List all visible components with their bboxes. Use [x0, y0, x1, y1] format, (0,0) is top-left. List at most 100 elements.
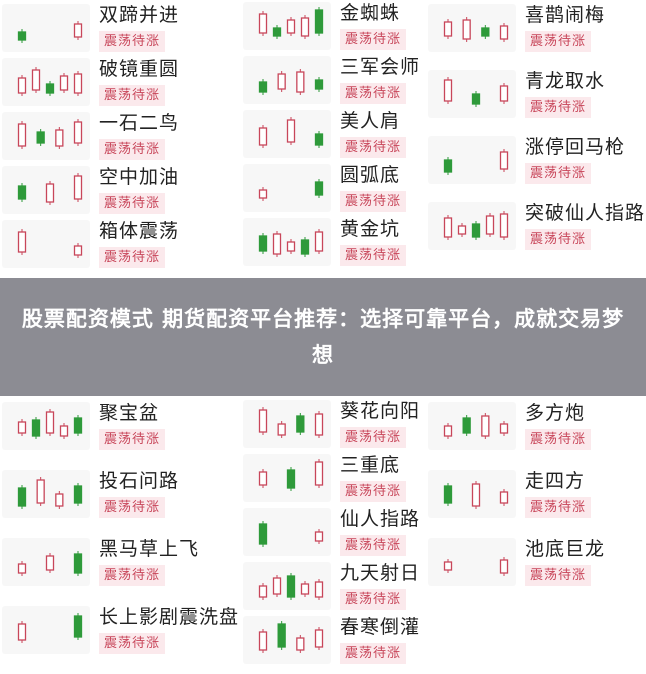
pattern-title: 投石问路 [99, 470, 180, 492]
candle-body [17, 185, 27, 200]
pattern-item[interactable]: 春寒倒灌 震荡待涨 [243, 616, 453, 666]
headline-banner[interactable]: 股票配资模式 期货配资平台推荐：选择可靠平台，成就交易梦想 [0, 278, 646, 396]
pattern-item[interactable]: 长上影剧震洗盘 震荡待涨 [2, 606, 238, 656]
pattern-item[interactable]: 池底巨龙 震荡待涨 [428, 538, 638, 588]
pattern-item[interactable]: 三军会师 震荡待涨 [243, 56, 453, 106]
pattern-item[interactable]: 突破仙人指路 震荡待涨 [428, 202, 644, 252]
candle-body [55, 129, 64, 147]
candle-body [499, 151, 509, 170]
pattern-item[interactable]: 九天射日 震荡待涨 [243, 562, 453, 612]
candle-body [443, 21, 453, 37]
candle-body [300, 17, 310, 37]
status-badge: 震荡待涨 [99, 497, 166, 518]
pattern-item[interactable]: 喜鹊闹梅 震荡待涨 [428, 4, 638, 54]
candle-body [59, 425, 69, 437]
candlestick-pattern-icon [2, 606, 90, 654]
candlestick-pattern-icon [2, 402, 90, 450]
pattern-title: 涨停回马枪 [525, 136, 626, 158]
pattern-item[interactable]: 三重底 震荡待涨 [243, 454, 453, 504]
pattern-item[interactable]: 圆弧底 震荡待涨 [243, 164, 453, 214]
status-badge: 震荡待涨 [99, 31, 166, 52]
pattern-item[interactable]: 黑马草上飞 震荡待涨 [2, 538, 212, 588]
pattern-title: 金蜘蛛 [340, 2, 401, 24]
pattern-item[interactable]: 葵花向阳 震荡待涨 [243, 400, 453, 450]
candlestick-pattern-icon [243, 2, 331, 50]
candle-body [31, 419, 41, 437]
pattern-item[interactable]: 金蜘蛛 震荡待涨 [243, 2, 453, 52]
candle-body [481, 27, 490, 37]
pattern-title: 空中加油 [99, 166, 180, 188]
candle-body [277, 423, 286, 436]
status-badge: 震荡待涨 [99, 85, 166, 106]
candlestick-pattern-icon [243, 110, 331, 158]
pattern-title: 多方炮 [525, 402, 586, 424]
headline-text: 股票配资模式 期货配资平台推荐：选择可靠平台，成就交易梦想 [21, 307, 625, 367]
candle-body [277, 623, 286, 648]
status-badge: 震荡待涨 [340, 137, 407, 158]
pattern-item[interactable]: 涨停回马枪 震荡待涨 [428, 136, 638, 186]
candle-body [314, 79, 324, 90]
candlestick-pattern-icon [243, 508, 331, 556]
candle-body [457, 225, 467, 235]
candle-body [443, 485, 453, 504]
candle-body [17, 563, 27, 574]
status-badge: 震荡待涨 [340, 535, 407, 556]
pattern-item[interactable]: 箱体震荡 震荡待涨 [2, 220, 212, 270]
pattern-title: 长上影剧震洗盘 [99, 606, 240, 628]
candle-body [258, 235, 268, 252]
status-badge: 震荡待涨 [525, 565, 592, 586]
pattern-item[interactable]: 仙人指路 震荡待涨 [243, 508, 453, 558]
candle-body [499, 85, 509, 102]
candle-body [36, 479, 45, 504]
candle-body [55, 493, 64, 507]
pattern-title: 池底巨龙 [525, 538, 606, 560]
status-badge: 震荡待涨 [340, 481, 407, 502]
candle-body [258, 585, 268, 598]
pattern-item[interactable]: 聚宝盆 震荡待涨 [2, 402, 212, 452]
pattern-title: 一石二鸟 [99, 112, 180, 134]
candle-body [17, 421, 27, 434]
candle-body [499, 491, 509, 504]
pattern-item[interactable]: 破镜重圆 震荡待涨 [2, 58, 212, 108]
status-badge: 震荡待涨 [99, 247, 166, 268]
pattern-item[interactable]: 走四方 震荡待涨 [428, 470, 638, 520]
candle-body [471, 223, 481, 238]
pattern-item[interactable]: 黄金坑 震荡待涨 [243, 218, 453, 268]
candle-body [443, 79, 453, 102]
candlestick-pattern-icon [428, 4, 516, 52]
pattern-title: 美人肩 [340, 110, 401, 132]
candlestick-pattern-icon [243, 562, 331, 610]
pattern-title: 三重底 [340, 454, 401, 476]
candle-body [272, 577, 282, 595]
candle-body [286, 575, 296, 598]
candlestick-pattern-icon [2, 538, 90, 586]
status-badge: 震荡待涨 [99, 139, 166, 160]
pattern-title: 九天射日 [340, 562, 421, 584]
candle-body [314, 531, 324, 542]
pattern-item[interactable]: 美人肩 震荡待涨 [243, 110, 453, 160]
pattern-item[interactable]: 空中加油 震荡待涨 [2, 166, 212, 216]
candlestick-pattern-icon [243, 218, 331, 266]
pattern-item[interactable]: 一石二鸟 震荡待涨 [2, 112, 212, 162]
candle-body [314, 629, 324, 648]
candle-body [296, 415, 305, 433]
candle-body [258, 631, 268, 651]
pattern-title: 三军会师 [340, 56, 421, 78]
status-badge: 震荡待涨 [340, 427, 407, 448]
pattern-item[interactable]: 多方炮 震荡待涨 [428, 402, 638, 452]
candle-body [286, 241, 296, 252]
candle-body [73, 615, 83, 638]
status-badge: 震荡待涨 [340, 191, 407, 212]
candle-body [296, 71, 305, 93]
candle-body [73, 245, 83, 256]
pattern-item[interactable]: 双蹄并进 震荡待涨 [2, 4, 212, 54]
status-badge: 震荡待涨 [340, 643, 407, 664]
pattern-item[interactable]: 投石问路 震荡待涨 [2, 470, 212, 520]
candle-body [73, 23, 83, 38]
pattern-item[interactable]: 青龙取水 震荡待涨 [428, 70, 638, 120]
candle-body [17, 77, 27, 94]
candle-body [258, 471, 268, 486]
pattern-title: 双蹄并进 [99, 4, 180, 26]
status-badge: 震荡待涨 [340, 83, 407, 104]
status-badge: 震荡待涨 [525, 97, 592, 118]
